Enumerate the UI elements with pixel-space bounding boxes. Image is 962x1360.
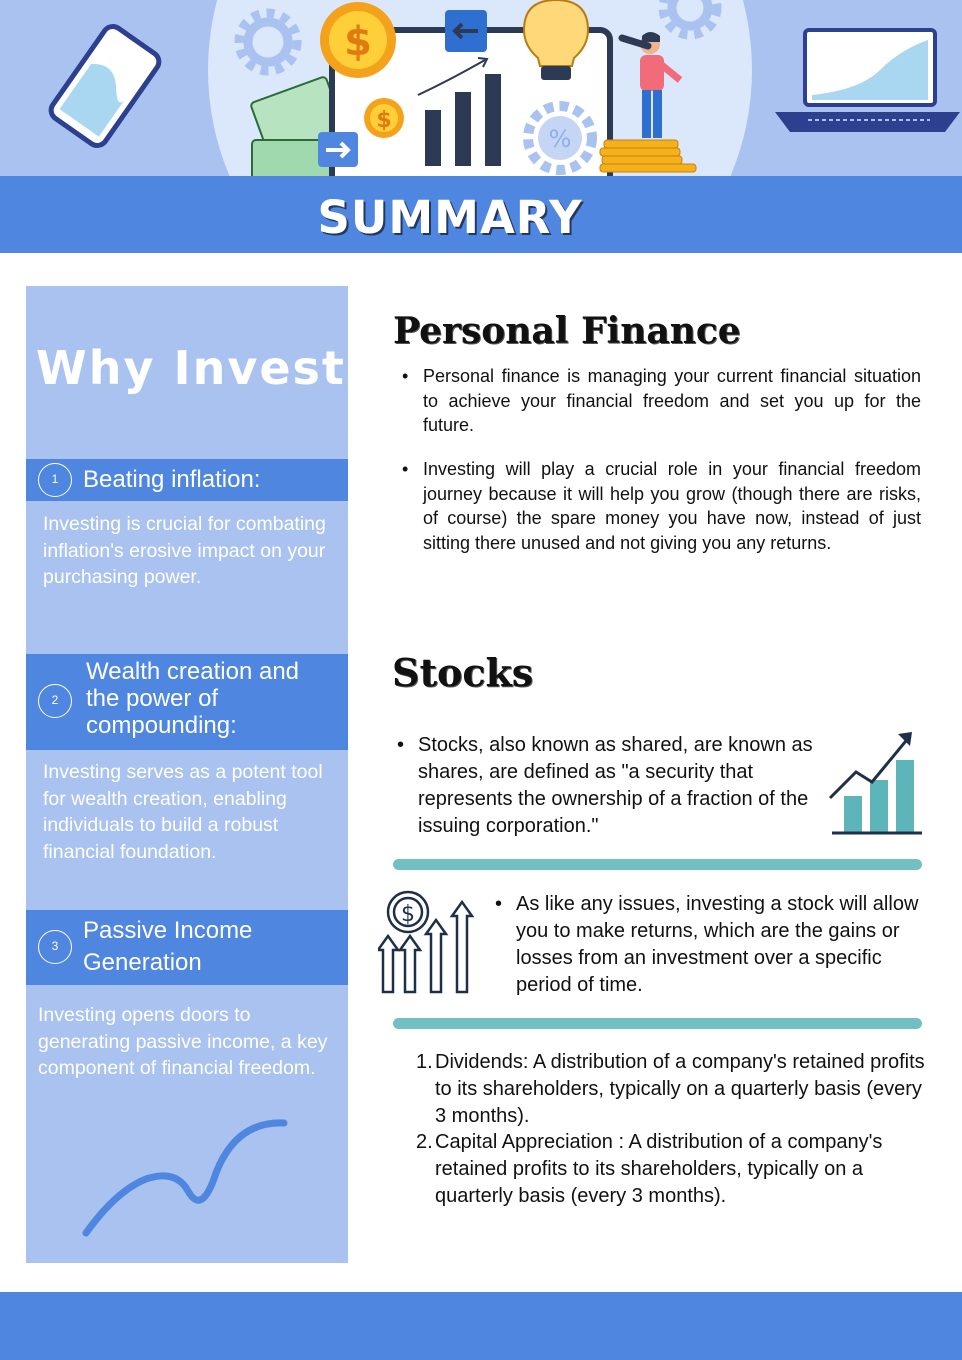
- phone-icon: [48, 24, 162, 148]
- reason-1-body: Investing is crucial for combating infla…: [43, 513, 326, 589]
- reason-2-title: Wealth creation and the power of compoun…: [86, 658, 300, 739]
- reason-3-body: Investing opens doors to generating pass…: [38, 1004, 328, 1080]
- bullet-dot: •: [402, 366, 409, 386]
- growth-chart-icon: [828, 732, 922, 835]
- reason-2-body: Investing serves as a potent tool for we…: [43, 761, 323, 864]
- stocks-heading: Stocks: [392, 650, 534, 695]
- bullet-dot: •: [495, 893, 503, 915]
- trend-line-icon: [82, 1119, 288, 1237]
- reason-2-band: 2 Wealth creation and the power of compo…: [26, 654, 348, 750]
- reason-3-band: 3 Passive Income Generation: [26, 910, 348, 985]
- step-number-1: 1: [38, 463, 72, 497]
- why-invest-panel: Why Invest? 1 Beating inflation: Investi…: [26, 286, 373, 1263]
- pf-bullet-2-text: Investing will play a crucial role in yo…: [423, 459, 921, 553]
- dollar-arrows-icon: $: [378, 890, 474, 994]
- reason-1-band: 1 Beating inflation:: [26, 459, 348, 501]
- pf-bullet-1: • Personal finance is managing your curr…: [402, 364, 921, 438]
- bullet-dot: •: [397, 734, 405, 756]
- svg-text:$: $: [344, 19, 372, 65]
- header-illustration: $ $ %: [0, 0, 962, 176]
- reason-1-title: Beating inflation:: [83, 466, 261, 493]
- lightbulb-icon: [522, 0, 590, 80]
- pf-bullet-1-text: Personal finance is managing your curren…: [423, 366, 921, 435]
- svg-text:$: $: [376, 108, 391, 133]
- dollar-coin-icon: $: [364, 98, 404, 138]
- divider-bar: [393, 1018, 922, 1029]
- svg-text:%: %: [549, 125, 572, 153]
- page-title: SUMMARY: [317, 191, 583, 244]
- personal-finance-heading: Personal Finance: [393, 310, 741, 352]
- list-number: 2.: [416, 1131, 433, 1153]
- coin-stack-icon: [599, 139, 697, 173]
- percent-gear-icon: %: [523, 101, 597, 175]
- why-invest-heading: Why Invest?: [36, 341, 375, 395]
- list-text: Dividends: A distribution of a company's…: [435, 1051, 925, 1127]
- svg-text:$: $: [401, 902, 415, 927]
- bar-chart-icon: [417, 57, 501, 166]
- step-number-2: 2: [38, 684, 72, 718]
- laptop-icon: [775, 28, 960, 132]
- pf-bullet-2: • Investing will play a crucial role in …: [402, 457, 921, 555]
- gear-icon: [658, 0, 722, 40]
- gear-icon: [234, 8, 302, 76]
- person-telescope-icon: [618, 32, 683, 138]
- stocks-bullet-2-text: As like any issues, investing a stock wi…: [516, 893, 919, 996]
- stocks-bullet-1: • Stocks, also known as shared, are know…: [397, 732, 818, 840]
- stocks-bullet-2: • As like any issues, investing a stock …: [495, 891, 921, 999]
- title-band: SUMMARY: [0, 176, 962, 253]
- stocks-bullet-1-text: Stocks, also known as shared, are known …: [418, 734, 813, 837]
- step-number-3: 3: [38, 930, 72, 964]
- divider-bar: [393, 859, 922, 870]
- dollar-coin-icon: $: [320, 2, 396, 78]
- list-number: 1.: [416, 1051, 433, 1073]
- list-text: Capital Appreciation : A distribution of…: [435, 1131, 883, 1207]
- bullet-dot: •: [402, 459, 409, 479]
- footer-band: [0, 1292, 962, 1360]
- reason-3-title: Passive Income Generation: [83, 917, 253, 976]
